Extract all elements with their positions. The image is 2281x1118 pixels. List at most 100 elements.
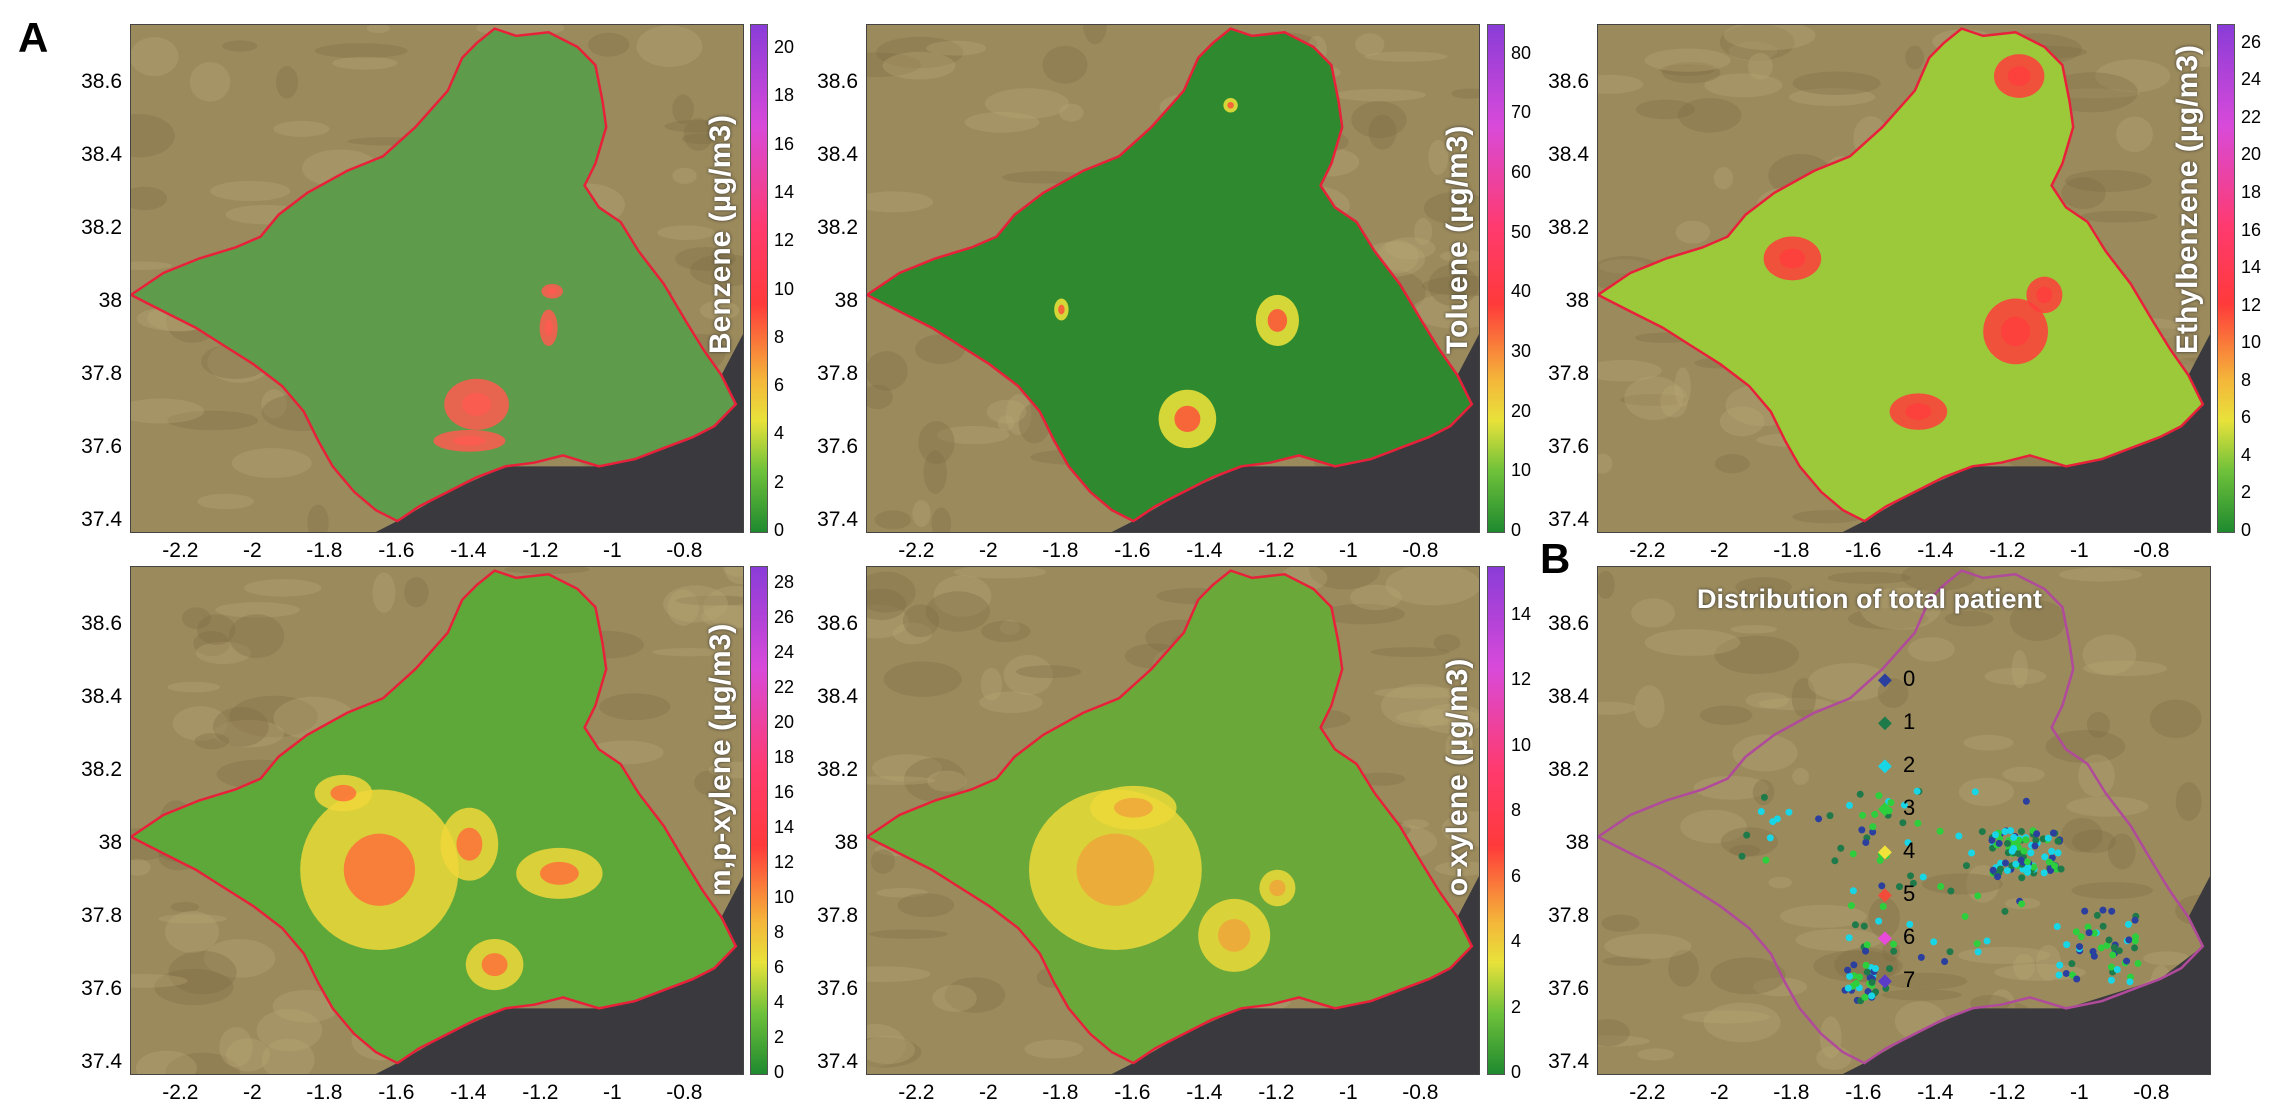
patient-point [2068, 960, 2076, 968]
colorbar-tick-label: 40 [1511, 281, 1532, 302]
patient-point [2057, 865, 2065, 873]
patient-point [2045, 858, 2053, 866]
patient-point [1862, 947, 1870, 955]
patient-point [1947, 887, 1955, 895]
colorbar-tick-label: 20 [774, 37, 795, 58]
colorbar-tick-label: 6 [1511, 865, 1522, 886]
longitude-tick-label: -0.8 [666, 1081, 703, 1104]
patient-point [2031, 842, 2039, 850]
colorbar-tick-label: 70 [1511, 102, 1532, 123]
longitude-tick-label: -1.6 [1114, 1081, 1151, 1104]
longitude-tick-label: -1.6 [1114, 539, 1151, 562]
patient-point [2131, 916, 2139, 924]
map-panel [1597, 24, 2211, 533]
patient-point [2099, 922, 2107, 930]
latitude-tick-label: 38 [834, 831, 858, 855]
patient-point [2053, 923, 2061, 931]
patient-point [2077, 933, 2085, 941]
patient-point [2010, 844, 2018, 852]
map-panel [866, 566, 1480, 1075]
longitude-tick-label: -2.2 [1629, 1081, 1666, 1104]
patient-point [1769, 818, 1777, 826]
region-outline [1598, 27, 2205, 523]
legend-label: 1 [1903, 709, 1916, 734]
colorbar-tick-label: 10 [774, 278, 795, 299]
patient-point [2040, 869, 2048, 877]
latitude-tick-label: 38.4 [1548, 685, 1589, 709]
patient-point [2123, 957, 2131, 965]
region-outline [131, 569, 738, 1065]
colorbar [1487, 24, 1505, 533]
latitude-tick-label: 38.4 [817, 143, 858, 167]
map-svg [867, 567, 1479, 1074]
patient-point [1856, 790, 1864, 798]
patient-point [1882, 984, 1890, 992]
patient-point [2081, 907, 2089, 915]
panel-a-label: A [18, 14, 49, 61]
map-panel [866, 24, 1480, 533]
colorbar-tick-label: 14 [774, 817, 795, 838]
latitude-tick-label: 37.8 [1548, 362, 1589, 386]
patient-point [2054, 837, 2062, 845]
colorbar-tick-label: 16 [774, 133, 795, 154]
patient-point [1862, 961, 1870, 969]
longitude-tick-label: -1.8 [306, 1081, 343, 1104]
colorbar-tick-label: 26 [2241, 31, 2262, 52]
patient-point [1962, 862, 1970, 870]
hotspot-core [2036, 286, 2053, 304]
patient-point [2018, 900, 2026, 908]
hotspot-core [547, 287, 558, 295]
patient-point [1913, 787, 1921, 795]
map-panel [130, 566, 744, 1075]
patient-point [2105, 936, 2113, 944]
longitude-tick-label: -1.6 [1845, 1081, 1882, 1104]
patient-point [1904, 839, 1912, 847]
patient-point [1852, 980, 1860, 988]
hotspot-core [544, 319, 553, 336]
patient-point [1971, 788, 1979, 796]
colorbar-tick-label: 20 [1511, 400, 1532, 421]
patient-point [1906, 920, 1914, 928]
patient-point [2108, 907, 2116, 915]
concentration-field [867, 28, 1472, 522]
patient-point [1766, 834, 1774, 842]
colorbar-title: o-xylene (µg/m3) [1441, 658, 1474, 896]
latitude-tick-label: 37.6 [1548, 435, 1589, 459]
latitude-tick-label: 38.6 [817, 612, 858, 636]
region-outline [867, 569, 1474, 1065]
region-outline [131, 27, 738, 523]
patient-point [1785, 808, 1793, 816]
colorbar-tick-label: 50 [1511, 221, 1532, 242]
colorbar-tick-label: 10 [2241, 332, 2262, 353]
patient-point [2015, 836, 2023, 844]
longitude-tick-label: -1.4 [1186, 539, 1223, 562]
patient-point [2062, 969, 2070, 977]
colorbar-tick-label: 14 [774, 182, 795, 202]
patient-point [1919, 873, 1927, 881]
patient-point [1762, 856, 1770, 864]
colorbar-tick-label: 8 [774, 326, 785, 347]
patient-point [1847, 902, 1855, 910]
patient-point [1851, 921, 1859, 929]
longitude-tick-label: -2 [1710, 1081, 1729, 1104]
latitude-tick-label: 37.6 [81, 435, 122, 459]
longitude-tick-label: -1.2 [1989, 539, 2026, 562]
map-svg [1598, 25, 2210, 532]
colorbar-tick-label: 4 [2241, 444, 2252, 465]
patient-point [1978, 828, 1986, 836]
colorbar-tick-label: 80 [1511, 42, 1532, 63]
latitude-tick-label: 38.6 [817, 70, 858, 94]
patient-point [1941, 958, 1949, 966]
latitude-tick-label: 38 [1565, 831, 1589, 855]
map-svg [131, 567, 743, 1074]
patient-point [1859, 811, 1867, 819]
hotspot-core [539, 861, 579, 885]
patient-point [1863, 968, 1871, 976]
patient-point [2107, 976, 2115, 984]
region-outline [1598, 569, 2205, 1065]
hotspot-core [343, 833, 416, 906]
hotspot-core [1218, 918, 1251, 952]
latitude-tick-label: 38 [834, 289, 858, 313]
longitude-tick-label: -1 [603, 1081, 622, 1104]
latitude-tick-label: 38.4 [81, 685, 122, 709]
